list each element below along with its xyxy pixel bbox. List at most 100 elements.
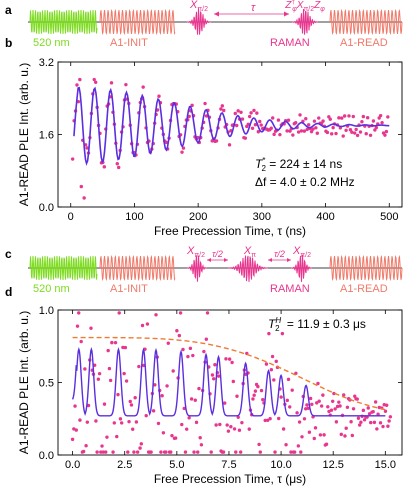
y-tick-label: 1.6 [39,130,54,142]
data-point [319,404,324,408]
data-point [340,116,344,120]
data-point [85,146,89,150]
x-tick-label: 0 [68,211,74,223]
data-point [205,311,210,315]
data-point [234,450,238,454]
data-point [321,393,325,397]
data-point [92,77,96,82]
data-point [198,436,202,440]
data-point [157,94,161,98]
data-point [368,133,373,137]
data-point [344,426,348,430]
data-point [312,119,317,123]
data-point [85,420,90,424]
plot-frame [57,309,403,456]
data-point [353,131,357,135]
data-point [299,129,304,133]
data-point [351,114,355,119]
data-point [110,340,114,345]
data-point [269,368,274,372]
data-point [378,421,383,425]
y-tick-label: 1.0 [39,305,54,317]
data-point [221,450,226,454]
data-point [89,326,93,330]
data-point [315,131,320,135]
label-raman: RAMAN [270,37,310,49]
label-raman: RAMAN [270,283,310,295]
tau-half-2-arrowhead-right [287,258,291,262]
data-point [367,412,372,416]
data-point [337,400,341,404]
raman-pulse-2 [290,254,313,282]
x-tick-label: 300 [253,211,271,223]
pulse-sequence-c: 520 nm A1-INIT RAMAN A1-READ Xπ/2 Xπ Xπ/2 τ/2 τ/… [28,245,403,295]
data-point [272,132,276,137]
data-point [145,322,150,326]
data-point [288,405,292,409]
data-point [227,357,232,361]
data-point [351,407,356,411]
data-point [191,353,195,358]
data-point [159,450,163,454]
data-point [355,133,360,138]
data-point [369,420,373,425]
data-point [298,113,302,117]
data-point [326,405,330,409]
data-point [354,127,358,132]
data-point [70,437,75,442]
data-point [247,427,251,431]
data-point [386,115,390,119]
data-point [225,423,229,427]
data-point [364,132,368,136]
data-point [180,150,184,154]
data-point [203,101,207,106]
data-point [381,424,385,429]
gate-x-pi-half-1: Xπ/2 [186,245,205,259]
data-point [165,384,169,388]
y-tick-label: 0.0 [39,450,54,462]
data-point [240,420,244,425]
data-point [285,129,289,133]
data-point [96,377,101,381]
data-point [219,107,223,111]
data-point [317,116,321,120]
data-point [202,349,206,354]
data-point [331,125,335,130]
data-point [111,450,115,454]
data-point [290,388,294,392]
data-point [286,377,291,382]
data-point [292,450,297,454]
data-point [124,82,128,87]
x-tick-label: 400 [316,211,334,223]
raman-pulse-pi [227,255,269,282]
data-point [347,114,351,118]
data-point [115,434,119,439]
data-point [160,394,164,398]
hahn-echo-chart: 0.0 2.5 5.0 7.5 10.0 12.5 15.0 0.0 0.5 1.0 Free Pr… [17,305,403,486]
init-pulse [99,255,176,281]
data-point [333,407,337,411]
data-point [194,420,199,425]
data-point [353,394,357,398]
data-point [289,450,293,454]
data-point [118,417,123,421]
data-point [70,157,75,161]
data-point [222,108,226,113]
data-point [373,400,378,404]
data-point [132,450,136,454]
data-point [189,397,194,401]
data-point [231,379,236,384]
data-point [304,117,308,121]
data-point [371,119,376,123]
data-point [140,323,145,328]
data-point [210,373,215,377]
data-point [235,394,239,398]
x-axis-label: Free Precession Time, τ (ns) [154,224,306,238]
read-pulse [329,255,403,281]
data-point [313,426,318,430]
envelope-curve [72,336,386,411]
data-point [257,442,261,447]
data-point [138,446,142,450]
tau-half-1-label: τ/2 [212,249,223,259]
x-tick-label: 2.5 [117,459,132,471]
